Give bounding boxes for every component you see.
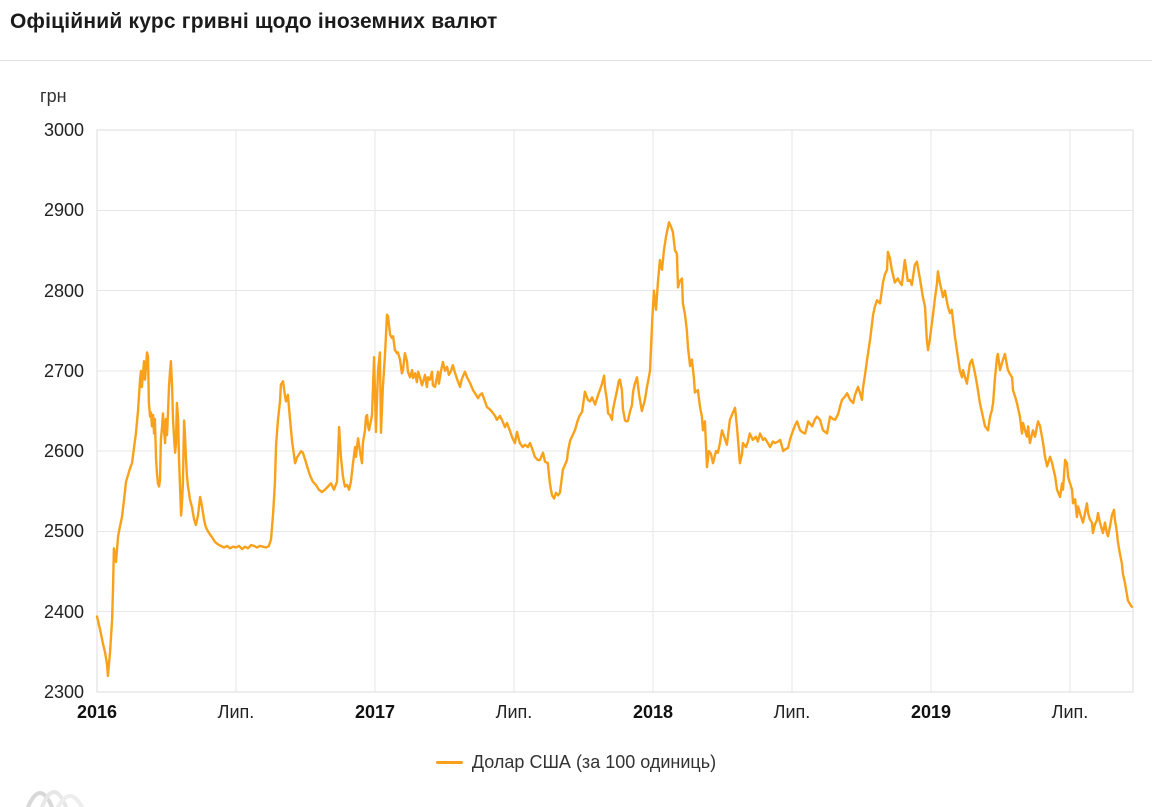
y-axis-unit-label: грн [40,86,67,106]
legend-line-swatch [435,761,463,764]
series-line-usd[interactable] [95,221,1133,678]
plot-border [96,129,1134,693]
legend-label: Долар США (за 100 одиниць) [471,752,717,772]
y-axis-tick-label: 2700 [43,360,84,381]
x-axis-tick-label: Лип. [1051,702,1089,722]
y-axis-tick-label: 2600 [43,441,84,462]
watermark-logo-icon [26,790,84,807]
x-axis-tick-label: 2019 [910,702,951,722]
y-axis-tick-label: 2900 [43,200,84,221]
y-axis-tick-label: 2800 [43,280,84,301]
x-axis-tick-label: Лип. [495,702,533,722]
x-axis-tick-label: 2016 [76,702,118,722]
y-axis-tick-label: 2300 [43,682,84,702]
page-title: Офіційний курс гривні щодо іноземних вал… [10,10,498,33]
legend-item-usd[interactable]: Долар США (за 100 одиниць) [0,752,1152,773]
y-axis-tick-label: 3000 [43,120,84,140]
x-axis-tick-label: 2017 [354,702,395,722]
y-axis-tick-label: 2500 [43,521,84,542]
title-divider [0,60,1152,61]
x-axis-tick-label: Лип. [773,702,811,722]
x-axis-tick-label: Лип. [217,702,255,722]
x-axis-tick-label: 2018 [632,702,673,722]
y-axis-tick-label: 2400 [43,601,84,622]
